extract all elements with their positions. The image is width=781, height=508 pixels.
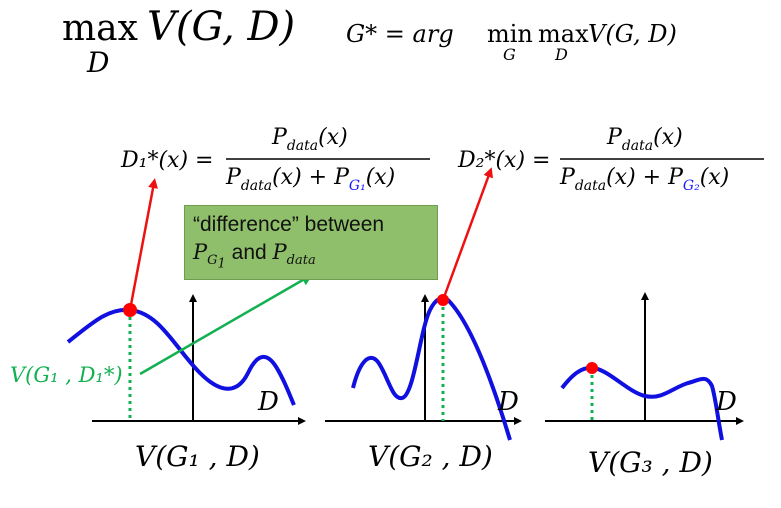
- plot1-caption: V(G₁ , D): [135, 440, 260, 473]
- v-g1-d1star-label: V(G₁ , D₁*): [10, 363, 123, 387]
- gstar-lhs: G* = arg: [346, 20, 454, 48]
- gstar-formula: G* = arg min G max D V(G, D): [346, 20, 677, 64]
- objective-function: V(G, D): [147, 4, 295, 50]
- dstar1-formula: D₁*(x) = Pdata(x) Pdata(x) + PG₁(x): [120, 125, 430, 194]
- dstar2-lhs: D₂*(x) =: [457, 148, 550, 173]
- plot1-axis-label: D: [257, 387, 279, 417]
- max2-operator: max: [538, 20, 589, 48]
- plot2-axis-label: D: [497, 387, 519, 417]
- callout-pg1: PG1: [193, 240, 226, 272]
- plot3-max-point: [586, 362, 598, 374]
- max-subscript: D: [86, 46, 109, 79]
- dstar2-numerator: Pdata(x): [606, 125, 683, 154]
- max-objective-formula: max D V(G, D): [62, 4, 295, 79]
- plot1-red-arrow: [128, 178, 158, 311]
- dstar1-numerator: Pdata(x): [271, 125, 348, 154]
- plot3-caption: V(G₃ , D): [588, 446, 713, 479]
- plot2-curve: [351, 296, 512, 441]
- plot-g1: D V(G₁ , D): [66, 178, 306, 473]
- green-arrow: [139, 273, 314, 376]
- plot-g3: D V(G₃ , D): [545, 292, 744, 479]
- callout-pdata: Pdata: [272, 240, 316, 269]
- plot2-caption: V(G₂ , D): [368, 440, 493, 473]
- plot3-curve: [560, 365, 724, 441]
- difference-callout: “difference” between PG1 and Pdata: [184, 205, 438, 280]
- plot1-max-point: [123, 303, 137, 317]
- dstar2-denominator: Pdata(x) + PG₂(x): [559, 165, 729, 194]
- plot3-axis-label: D: [715, 387, 737, 417]
- dstar2-formula: D₂*(x) = Pdata(x) Pdata(x) + PG₂(x): [457, 125, 764, 194]
- plot-g2: D V(G₂ , D): [325, 167, 522, 473]
- plot2-red-arrow: [441, 167, 493, 301]
- dstar1-lhs: D₁*(x) =: [120, 148, 213, 173]
- dstar1-denominator: Pdata(x) + PG₁(x): [225, 165, 395, 194]
- min-operator: min: [487, 20, 533, 48]
- max2-subscript: D: [554, 45, 568, 64]
- min-subscript: G: [503, 45, 516, 64]
- gstar-rhs: V(G, D): [588, 20, 677, 48]
- plot2-max-point: [437, 294, 449, 306]
- callout-line1: “difference” between: [193, 213, 385, 236]
- callout-line2: PG1 and Pdata: [193, 240, 316, 272]
- max-operator: max: [62, 8, 138, 49]
